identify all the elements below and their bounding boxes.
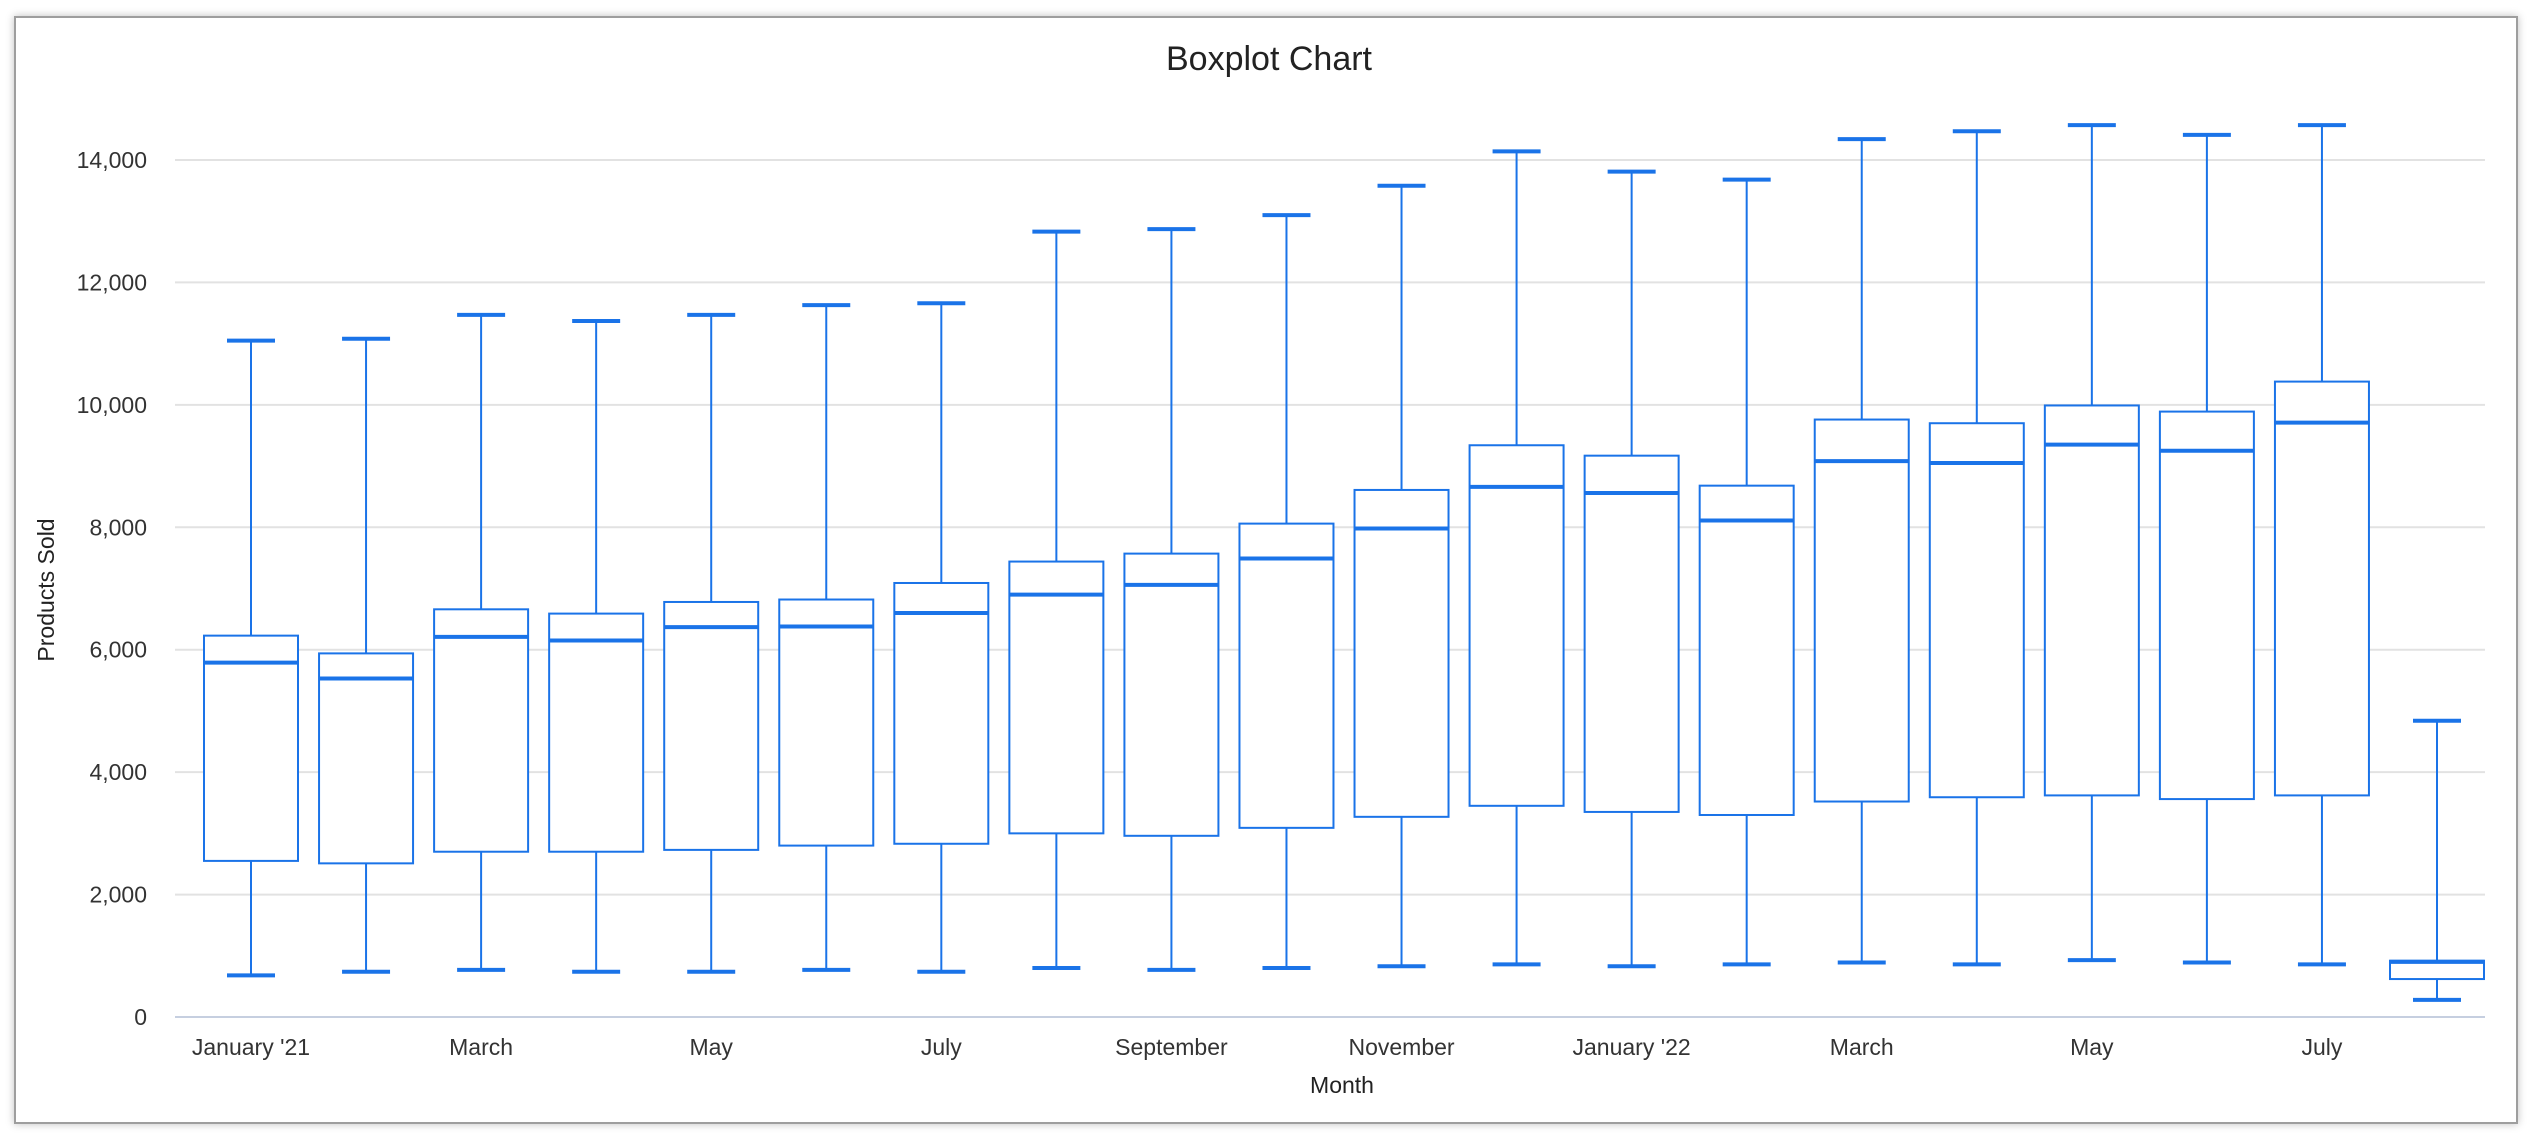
box-15 (1813, 137, 1910, 965)
y-tick-label: 12,000 (77, 269, 147, 295)
box-10 (1238, 213, 1335, 971)
box-iqr (663, 600, 760, 851)
box-19 (2273, 123, 2370, 967)
x-axis-label: Month (1310, 1072, 1374, 1098)
chart-title: Boxplot Chart (1166, 40, 1373, 78)
box-11 (1353, 183, 1450, 969)
y-tick-label: 4,000 (89, 759, 147, 785)
x-tick-label: January '22 (1573, 1034, 1691, 1060)
y-tick-label: 8,000 (89, 514, 147, 540)
box-iqr (433, 608, 530, 853)
x-tick-label: July (921, 1034, 962, 1060)
box-iqr (1813, 418, 1910, 803)
x-tick-label: March (449, 1034, 513, 1060)
box-iqr (893, 581, 990, 845)
box-iqr (1123, 552, 1220, 837)
x-tick-label: January '21 (192, 1034, 310, 1060)
box-17 (2043, 123, 2140, 963)
box-16 (1928, 129, 2025, 967)
box-9 (1123, 227, 1220, 972)
box-iqr (1928, 422, 2025, 799)
box-4 (548, 318, 645, 974)
box-iqr (2273, 380, 2370, 797)
box-iqr (1583, 454, 1680, 813)
box-2 (318, 336, 415, 974)
box-13 (1583, 169, 1680, 969)
box-7 (893, 301, 990, 974)
box-iqr (318, 652, 415, 865)
box-iqr (548, 612, 645, 853)
x-tick-label: March (1830, 1034, 1894, 1060)
box-iqr (1238, 522, 1335, 829)
box-iqr (1468, 444, 1565, 807)
y-tick-label: 6,000 (89, 637, 147, 663)
box-iqr (1008, 560, 1105, 835)
box-iqr (203, 634, 299, 862)
box-14 (1698, 177, 1795, 967)
box-iqr (1698, 484, 1795, 816)
x-tick-label: July (2301, 1034, 2342, 1060)
x-tick-label: November (1348, 1034, 1454, 1060)
y-axis-label: Products Sold (33, 518, 59, 661)
x-tick-label: September (1115, 1034, 1228, 1060)
box-12 (1468, 149, 1565, 967)
box-8 (1008, 229, 1105, 971)
y-tick-label: 0 (134, 1004, 147, 1030)
box-1 (203, 338, 299, 978)
y-tick-label: 14,000 (77, 147, 147, 173)
box-iqr (778, 598, 875, 847)
box-iqr (2043, 404, 2140, 797)
box-6 (778, 303, 875, 972)
box-iqr (2158, 410, 2255, 801)
x-tick-label: May (689, 1034, 733, 1060)
box-3 (433, 312, 530, 972)
x-tick-label: May (2070, 1034, 2114, 1060)
y-tick-label: 2,000 (89, 882, 147, 908)
box-iqr (1353, 488, 1450, 818)
box-5 (663, 312, 760, 974)
y-tick-label: 10,000 (77, 392, 147, 418)
box-20 (2389, 718, 2485, 1002)
box-18 (2158, 132, 2255, 965)
